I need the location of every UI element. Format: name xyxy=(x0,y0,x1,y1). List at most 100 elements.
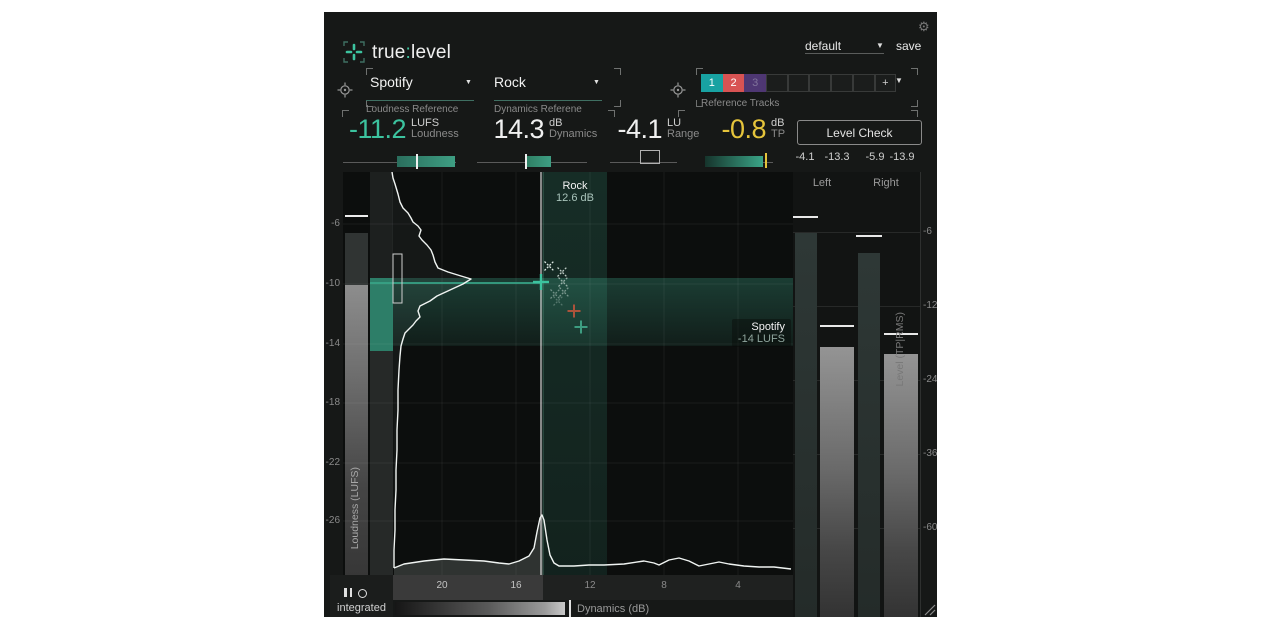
level-check-value-4: -13.9 xyxy=(889,151,915,163)
meter-gridline xyxy=(793,380,920,381)
target-meter-column-lower xyxy=(370,351,393,575)
loudness-dynamics-plot[interactable]: Loudness (LUFS) Rock 12.6 dB Spotify -14… xyxy=(343,172,793,575)
dynamics-tick-8: 8 xyxy=(661,580,667,591)
crosshair-marker xyxy=(567,304,581,318)
right-channel-label: Right xyxy=(873,177,899,189)
loudness-reference-label: Loudness Reference xyxy=(366,104,459,115)
left-channel-label: Left xyxy=(812,177,832,189)
level-tick--6: -6 xyxy=(923,226,932,237)
dynamics-metric: 14.3 dB Dynamics xyxy=(484,115,597,143)
add-reference-track-cell[interactable]: + xyxy=(874,74,897,92)
loudness-slider-fill xyxy=(397,156,455,167)
ref-group-corner xyxy=(366,68,373,75)
dynamics-slider-marker[interactable] xyxy=(525,154,527,169)
reference-track-cell-6[interactable] xyxy=(809,74,832,92)
dynamics-axis-highlight xyxy=(393,575,543,600)
reference-tracks-target-icon[interactable] xyxy=(670,82,686,98)
loudness-reference-underline xyxy=(366,100,474,101)
range-metric: -4.1 LU Range xyxy=(602,115,699,143)
loudness-reference-dropdown[interactable]: Spotify xyxy=(370,74,413,90)
metrics-group-corner xyxy=(608,110,615,117)
save-button[interactable]: save xyxy=(896,39,922,53)
metrics-group-corner xyxy=(342,110,349,117)
crosshair-marker xyxy=(574,320,588,334)
truelevel-logo-icon xyxy=(343,41,365,63)
right-rms-bar xyxy=(884,354,918,617)
ref-group-corner xyxy=(366,100,373,107)
resize-handle-icon[interactable] xyxy=(924,604,936,616)
integrated-mode-label[interactable]: integrated xyxy=(337,602,386,614)
loudness-tick--18: -18 xyxy=(325,397,340,408)
meter-gridline xyxy=(793,454,920,455)
reference-track-cell-3[interactable]: 3 xyxy=(744,74,767,92)
dynamics-reference-arrow-icon[interactable]: ▼ xyxy=(593,79,600,86)
left-tp-bar-peak xyxy=(793,216,818,218)
dynamics-slider-fill xyxy=(527,156,551,167)
reference-track-cell-2[interactable]: 2 xyxy=(722,74,745,92)
metrics-group-corner xyxy=(678,110,685,117)
rock-target-band xyxy=(543,172,607,575)
dynamics-tick-20: 20 xyxy=(436,580,448,591)
level-meters-panel: Left Right Level (TP|RMS) xyxy=(793,172,921,617)
right-tp-bar xyxy=(858,253,880,617)
reference-tracks-arrow-icon[interactable]: ▼ xyxy=(895,76,903,85)
loudness-meter-peak-line xyxy=(345,215,368,217)
truepeak-meter-marker xyxy=(765,153,767,168)
loudness-label: Loudness xyxy=(411,128,459,140)
reference-track-tabs: 1 2 3 + xyxy=(701,74,897,92)
reference-track-cell-1[interactable]: 1 xyxy=(701,74,723,92)
loudness-reference-arrow-icon[interactable]: ▼ xyxy=(465,79,472,86)
pause-icon[interactable] xyxy=(344,588,352,597)
truelevel-plugin-window: true:level ⚙ default ▼ save Spotify ▼ Lo… xyxy=(324,12,937,617)
dynamics-label: Dynamics xyxy=(549,128,598,140)
app-title: true:level xyxy=(372,42,452,63)
range-slider-track[interactable] xyxy=(610,162,677,163)
sparkle-marker xyxy=(553,296,563,306)
level-check-button[interactable]: Level Check xyxy=(797,120,922,145)
ref-group-corner xyxy=(614,100,621,107)
level-tick--60: -60 xyxy=(923,522,937,533)
tracks-group-corner xyxy=(911,100,918,107)
right-tp-bar-peak xyxy=(856,235,882,237)
left-rms-bar xyxy=(820,347,854,617)
level-tick--24: -24 xyxy=(923,374,937,385)
reference-track-cell-4[interactable] xyxy=(766,74,788,92)
integrated-mode-box: integrated xyxy=(330,575,393,617)
range-slider-handle[interactable] xyxy=(640,150,660,164)
sparkle-marker xyxy=(544,261,554,271)
loudness-slider-marker[interactable] xyxy=(416,154,418,169)
dynamics-reference-dropdown[interactable]: Rock xyxy=(494,74,526,90)
range-unit: LU xyxy=(667,117,682,129)
loop-icon[interactable] xyxy=(358,589,367,598)
left-tp-bar xyxy=(795,233,817,617)
crosshair-marker[interactable] xyxy=(533,274,549,290)
level-axis-label: Level (TP|RMS) xyxy=(894,312,906,387)
reference-track-cell-7[interactable] xyxy=(831,74,853,92)
dynamics-meter-marker xyxy=(569,600,571,617)
left-rms-bar-peak xyxy=(820,325,854,327)
spotify-target-band xyxy=(370,278,793,346)
tracks-group-corner xyxy=(696,100,703,107)
loudness-axis-label: Loudness (LUFS) xyxy=(349,467,361,550)
dynamics-gradient-meter xyxy=(395,602,565,615)
rock-band-label: Rock 12.6 dB xyxy=(556,180,594,204)
dynamics-axis-band xyxy=(393,575,793,600)
spotify-band-label: Spotify -14 LUFS xyxy=(731,319,791,347)
meter-gridline xyxy=(793,528,920,529)
reference-track-cell-5[interactable] xyxy=(787,74,810,92)
reference-track-cell-8[interactable] xyxy=(852,74,875,92)
dynamics-tick-4: 4 xyxy=(735,580,741,591)
loudness-tick--26: -26 xyxy=(325,515,340,526)
level-check-value-1: -4.1 xyxy=(795,151,815,163)
ref-group-corner xyxy=(614,68,621,75)
meter-gridline xyxy=(793,232,920,233)
range-value: -4.1 xyxy=(617,114,662,144)
preset-dropdown-arrow-icon[interactable]: ▼ xyxy=(876,41,884,50)
settings-gear-icon[interactable]: ⚙ xyxy=(918,19,930,34)
loudness-target-icon[interactable] xyxy=(337,82,353,98)
truepeak-label: TP xyxy=(771,128,786,140)
preset-dropdown[interactable]: default xyxy=(805,39,842,53)
target-meter-column xyxy=(370,172,393,278)
dynamics-reference-label: Dynamics Referene xyxy=(494,104,582,115)
dynamics-unit: dB xyxy=(549,117,563,129)
